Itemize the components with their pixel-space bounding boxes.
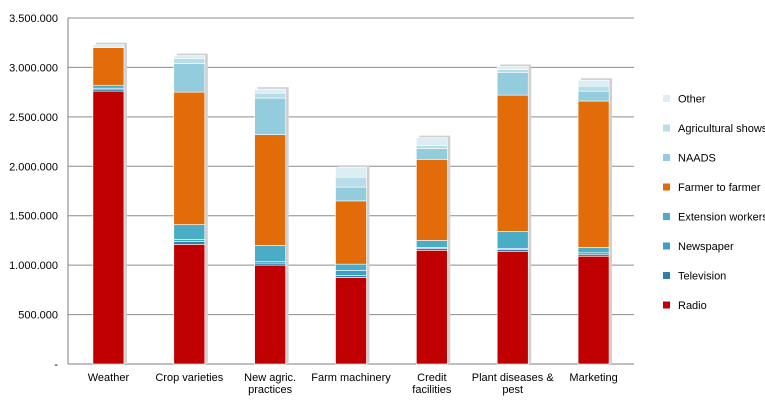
x-tick-label: Crop varieties xyxy=(155,372,223,384)
bar-segment-radio xyxy=(577,255,610,365)
bar-segment-agricultural-shows xyxy=(496,69,529,73)
bar-segment-radio xyxy=(254,264,286,365)
legend-swatch xyxy=(663,242,670,250)
x-tick-label: Credit xyxy=(417,372,446,384)
bar-segment-agricultural-shows xyxy=(254,92,286,99)
x-tick-label: Marketing xyxy=(569,372,617,384)
y-tick-label: 2.000.000 xyxy=(9,161,58,173)
legend-swatch xyxy=(663,183,670,191)
legend-label: Television xyxy=(678,271,726,283)
bar-segment-extension-workers xyxy=(254,245,286,262)
bar-segment-other xyxy=(577,79,610,87)
legend-swatch xyxy=(663,213,670,220)
legend-label: Newspaper xyxy=(678,241,734,253)
x-tick-label: Plant diseases & xyxy=(472,372,555,384)
y-tick-label: 2.500.000 xyxy=(9,112,58,124)
bar-segment-other xyxy=(496,66,529,70)
x-tick-label: pest xyxy=(502,384,523,396)
bar-segment-naads xyxy=(254,97,286,135)
bar-segment-radio xyxy=(335,277,367,365)
bar-segment-other xyxy=(254,88,286,94)
bar-segment-other xyxy=(173,55,206,59)
bar-segment-other xyxy=(416,137,448,146)
bar-segment-agricultural-shows xyxy=(577,85,610,92)
x-tick-label: Farm machinery xyxy=(311,372,391,384)
bar-segment-farmer-to-farmer xyxy=(92,47,125,86)
bar-segment-extension-workers xyxy=(577,247,610,254)
x-tick-label: Weather xyxy=(88,372,130,384)
legend-swatch xyxy=(663,124,670,132)
legend-swatch xyxy=(663,301,670,309)
y-tick-label: 1.500.000 xyxy=(9,211,58,223)
bar-segment-radio xyxy=(416,250,448,365)
bar-segment-extension-workers xyxy=(416,240,448,248)
bar-segment-naads xyxy=(173,63,206,93)
bar-segment-radio xyxy=(496,251,529,365)
y-tick-label: 3.000.000 xyxy=(9,62,58,74)
bar-segment-radio xyxy=(173,244,206,365)
x-tick-label: facilities xyxy=(412,384,452,396)
legend-label: NAADS xyxy=(678,153,716,165)
bar-segment-agricultural-shows xyxy=(416,145,448,149)
bar-segment-radio xyxy=(92,90,125,365)
bar-segment-naads xyxy=(496,72,529,96)
legend-label: Agricultural shows xyxy=(678,123,765,135)
bar-segment-extension-workers xyxy=(173,224,206,240)
bar-segment-farmer-to-farmer xyxy=(416,159,448,241)
bar-segment-naads xyxy=(577,90,610,102)
bar-segment-extension-workers xyxy=(92,84,125,89)
bar-segment-agricultural-shows xyxy=(335,176,367,188)
bar-segment-extension-workers xyxy=(496,231,529,249)
bar-segment-other xyxy=(92,44,125,48)
legend-label: Extension workers xyxy=(678,212,765,224)
bar-segment-television xyxy=(173,241,206,245)
legend-swatch xyxy=(663,272,670,279)
bar-segment-naads xyxy=(335,186,367,202)
bar-segment-naads xyxy=(416,148,448,160)
legend-swatch xyxy=(663,154,670,161)
bar-segment-agricultural-shows xyxy=(173,58,206,64)
bar-segment-other xyxy=(335,166,367,178)
bar-segment-extension-workers xyxy=(335,263,367,271)
bar-segment-farmer-to-farmer xyxy=(496,94,529,232)
legend-swatch xyxy=(663,95,670,102)
bar-segment-farmer-to-farmer xyxy=(254,134,286,246)
legend-label: Radio xyxy=(678,300,707,312)
x-tick-label: New agric. xyxy=(244,372,296,384)
x-tick-label: practices xyxy=(248,384,293,396)
y-tick-label: 3.500.000 xyxy=(9,13,58,25)
bar-segment-farmer-to-farmer xyxy=(335,200,367,265)
y-tick-label: - xyxy=(54,359,58,371)
bar-segment-farmer-to-farmer xyxy=(577,100,610,248)
y-tick-label: 500.000 xyxy=(18,310,58,322)
bar-segment-farmer-to-farmer xyxy=(173,91,206,225)
y-tick-label: 1.000.000 xyxy=(9,260,58,272)
bar-segment-newspaper xyxy=(335,270,367,276)
legend-label: Other xyxy=(678,94,706,106)
legend-label: Farmer to farmer xyxy=(678,182,761,194)
